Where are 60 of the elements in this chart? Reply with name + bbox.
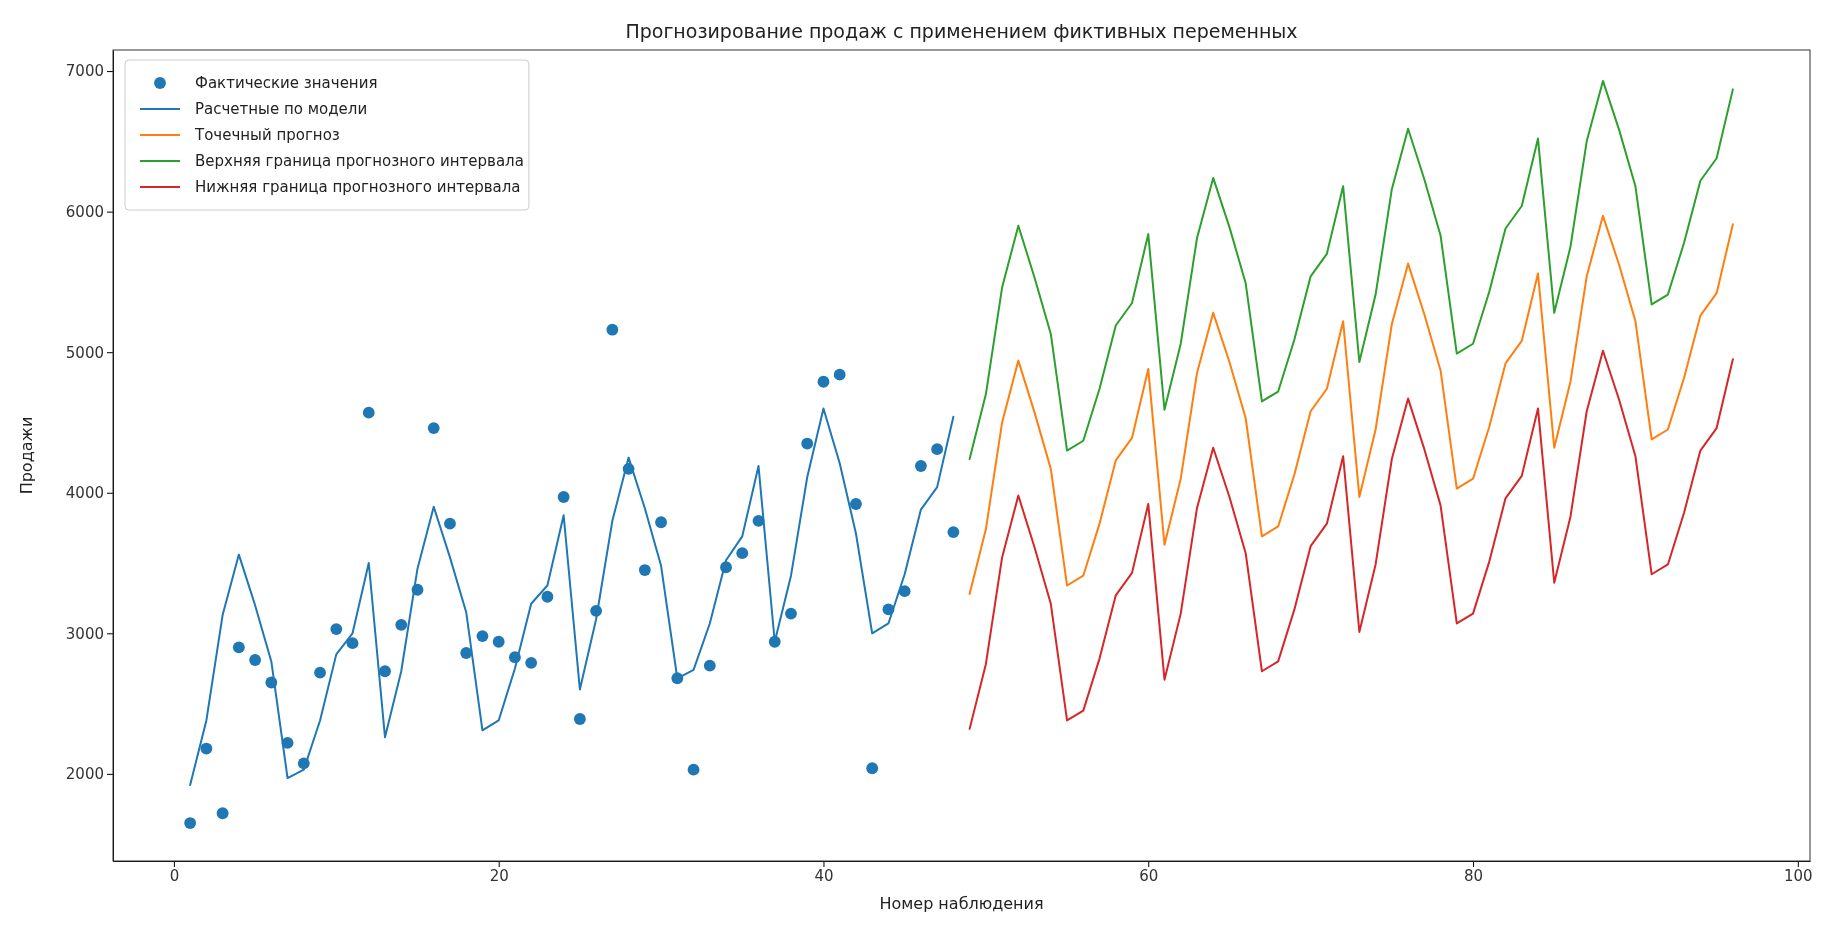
point: [362, 406, 375, 419]
point: [476, 630, 489, 643]
line-series: [189, 407, 955, 787]
point: [801, 437, 814, 450]
y-axis-title: Продажи: [17, 416, 36, 495]
point: [330, 623, 343, 635]
chart-title: Прогнозирование продаж с применением фиктивных переменных: [625, 20, 1298, 42]
x-tick-label: 60: [1139, 866, 1159, 885]
x-tick-label: 0: [169, 866, 180, 885]
point: [687, 763, 700, 776]
x-tick-label: 40: [814, 866, 834, 885]
point: [379, 665, 391, 678]
point: [200, 742, 213, 755]
legend-label: Расчетные по модели: [195, 100, 368, 119]
point: [346, 637, 359, 650]
point: [492, 635, 505, 648]
y-tick-label: 3000: [65, 624, 104, 643]
point: [866, 762, 879, 775]
point: [573, 713, 586, 725]
point: [557, 491, 570, 503]
y-tick-label: 6000: [65, 202, 104, 221]
x-tick-label: 20: [489, 866, 509, 885]
x-tick-label: 80: [1463, 866, 1484, 885]
line-series: [968, 79, 1734, 461]
point: [655, 516, 667, 529]
legend-label: Фактические значения: [195, 74, 378, 93]
point: [249, 654, 262, 666]
point: [216, 807, 229, 820]
point: [606, 323, 619, 336]
legend-label: Верхняя граница прогнозного интервала: [195, 152, 524, 171]
point: [817, 375, 830, 388]
y-tick-label: 2000: [65, 765, 104, 784]
point: [898, 585, 911, 598]
line-series: [968, 214, 1734, 595]
point: [736, 547, 749, 560]
point: [914, 460, 927, 472]
point: [850, 498, 862, 510]
point: [525, 656, 538, 669]
x-tick-label: 100: [1784, 866, 1813, 885]
legend-label: Нижняя граница прогнозного интервала: [195, 178, 521, 197]
line-series: [968, 349, 1734, 730]
legend-label: Точечный прогноз: [194, 126, 340, 145]
point: [444, 517, 456, 530]
point: [931, 443, 944, 456]
point: [232, 641, 245, 654]
point: [703, 659, 716, 672]
point: [785, 607, 797, 620]
point: [314, 666, 326, 679]
point: [184, 817, 197, 829]
y-tick-label: 5000: [65, 343, 104, 362]
point: [947, 526, 960, 539]
x-axis-title: Номер наблюдения: [879, 894, 1044, 913]
point: [395, 618, 408, 631]
y-tick-label: 7000: [65, 62, 104, 81]
point: [427, 422, 440, 434]
point: [541, 590, 554, 603]
point: [833, 368, 846, 381]
y-tick-label: 4000: [65, 484, 104, 503]
point: [638, 564, 651, 576]
point: [460, 647, 473, 659]
